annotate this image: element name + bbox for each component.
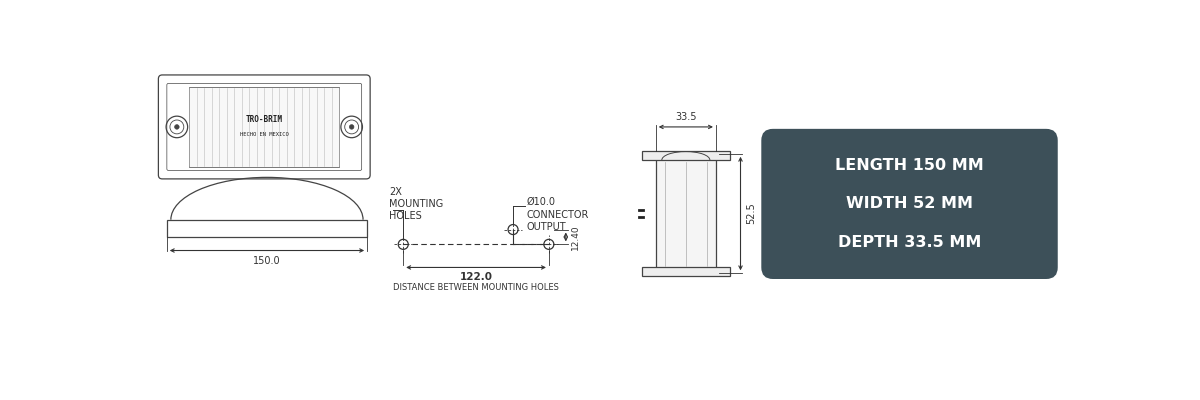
Bar xyxy=(642,267,730,276)
Text: TRO-BRIM: TRO-BRIM xyxy=(246,115,283,124)
Text: DEPTH 33.5 MM: DEPTH 33.5 MM xyxy=(838,234,982,250)
Circle shape xyxy=(174,125,179,129)
Text: 52.5: 52.5 xyxy=(746,203,757,224)
Bar xyxy=(656,154,716,273)
Bar xyxy=(167,220,367,237)
FancyBboxPatch shape xyxy=(761,129,1057,279)
FancyBboxPatch shape xyxy=(158,75,370,179)
Text: Ø10.0
CONNECTOR
OUTPUT: Ø10.0 CONNECTOR OUTPUT xyxy=(526,197,588,232)
Text: 150.0: 150.0 xyxy=(253,256,281,266)
Circle shape xyxy=(349,125,354,129)
Text: 122.0: 122.0 xyxy=(460,272,492,282)
Bar xyxy=(642,151,730,160)
Text: 12.40: 12.40 xyxy=(571,224,580,250)
Text: WIDTH 52 MM: WIDTH 52 MM xyxy=(846,196,973,212)
Bar xyxy=(190,86,340,167)
Text: 2X
MOUNTING
HOLES: 2X MOUNTING HOLES xyxy=(389,186,444,221)
Text: 33.5: 33.5 xyxy=(676,112,696,122)
Text: DISTANCE BETWEEN MOUNTING HOLES: DISTANCE BETWEEN MOUNTING HOLES xyxy=(394,283,559,292)
FancyBboxPatch shape xyxy=(167,84,361,170)
Text: HECHO EN MEXICO: HECHO EN MEXICO xyxy=(240,132,289,137)
Text: LENGTH 150 MM: LENGTH 150 MM xyxy=(835,158,984,173)
